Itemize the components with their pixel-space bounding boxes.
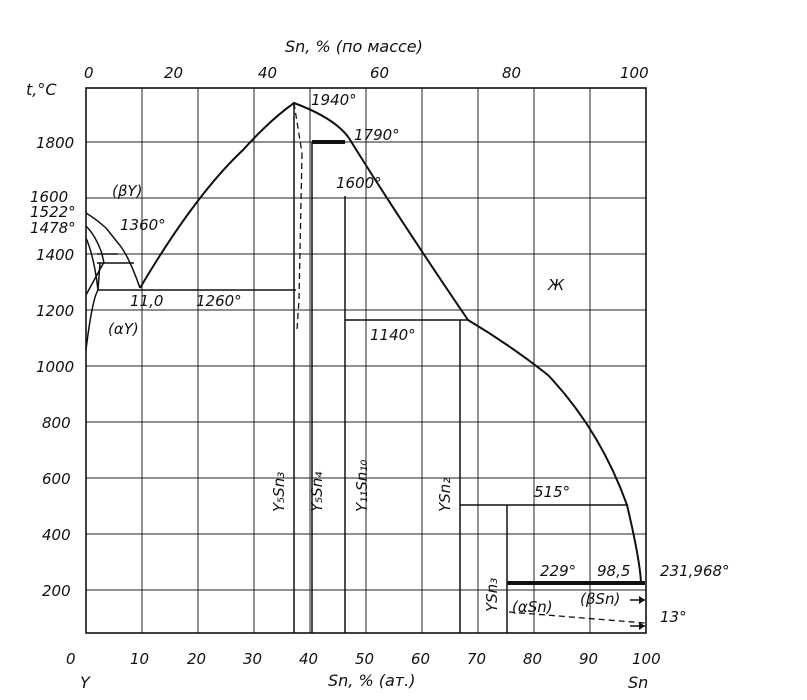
y-tick-label: 600 [42, 470, 71, 488]
grid-lines [86, 88, 646, 633]
bottom-tick-label: 0 [66, 650, 76, 668]
y-tick-label: 1000 [36, 358, 74, 376]
top-tick-label: 100 [620, 64, 649, 82]
temp-1260-label: 1260° [196, 292, 242, 310]
temp-1522-label: 1522° [30, 203, 76, 221]
element-sn-label: Sn [628, 673, 648, 692]
temp-1360-label: 1360° [120, 216, 166, 234]
top-tick-label: 20 [164, 64, 183, 82]
y-tick-label: 400 [42, 526, 71, 544]
compound-ysn2-label: YSn₂ [436, 478, 454, 512]
y-rich-region [85, 212, 296, 351]
y-axis-title: t,°C [26, 80, 57, 99]
phase-beta-sn-label: (βSn) [580, 590, 620, 608]
phase-alpha-y-label: (αY) [108, 320, 139, 338]
temp-231968-label: 231,968° [660, 562, 730, 580]
bottom-tick-label: 80 [523, 650, 542, 668]
temp-229-label: 229° [540, 562, 576, 580]
temp-13-label: 13° [660, 608, 687, 626]
bottom-tick-label: 100 [632, 650, 661, 668]
bottom-tick-label: 70 [467, 650, 486, 668]
top-axis-title: Sn, % (по массе) [285, 37, 423, 56]
temp-1140-label: 1140° [370, 326, 416, 344]
composition-98-5-label: 98,5 [597, 562, 630, 580]
y-tick-label: 1200 [36, 302, 74, 320]
plot-frame [85, 87, 647, 634]
top-tick-label: 80 [502, 64, 521, 82]
top-tick-label: 0 [84, 64, 94, 82]
compound-y5sn4-label: Y₅Sn₄ [308, 472, 326, 512]
liquidus-curve [139, 101, 642, 584]
sn-arrows [630, 596, 645, 630]
temp-1600-label: 1600° [336, 174, 382, 192]
composition-11-label: 11,0 [130, 292, 163, 310]
temp-1940-label: 1940° [311, 91, 357, 109]
bottom-tick-label: 40 [299, 650, 318, 668]
y-tick-label: 1800 [36, 134, 74, 152]
y-tick-label: 1400 [36, 246, 74, 264]
temp-1790-label: 1790° [354, 126, 400, 144]
top-tick-label: 40 [258, 64, 277, 82]
compound-y11sn10-label: Y₁₁Sn₁₀ [353, 460, 371, 512]
bottom-tick-label: 50 [355, 650, 374, 668]
compound-lines [293, 102, 646, 633]
temp-515-label: 515° [534, 483, 570, 501]
bottom-tick-label: 30 [243, 650, 262, 668]
top-tick-label: 60 [370, 64, 389, 82]
bottom-tick-label: 10 [130, 650, 149, 668]
y-tick-label: 800 [42, 414, 71, 432]
phase-alpha-sn-label: (αSn) [512, 598, 553, 616]
y-tick-label: 1600 [30, 188, 68, 206]
phase-beta-y-label: (βY) [112, 182, 142, 200]
bottom-axis-title: Sn, % (ат.) [328, 671, 415, 690]
compound-ysn3-label: YSn₃ [483, 578, 501, 612]
bottom-tick-label: 60 [411, 650, 430, 668]
bottom-tick-label: 90 [579, 650, 598, 668]
bottom-tick-label: 20 [187, 650, 206, 668]
y-tick-label: 200 [42, 582, 71, 600]
element-y-label: Y [80, 673, 91, 692]
phase-liquid-label: Ж [547, 276, 565, 294]
temp-1478-label: 1478° [30, 219, 76, 237]
compound-y5sn3-label: Y₅Sn₃ [270, 472, 288, 512]
